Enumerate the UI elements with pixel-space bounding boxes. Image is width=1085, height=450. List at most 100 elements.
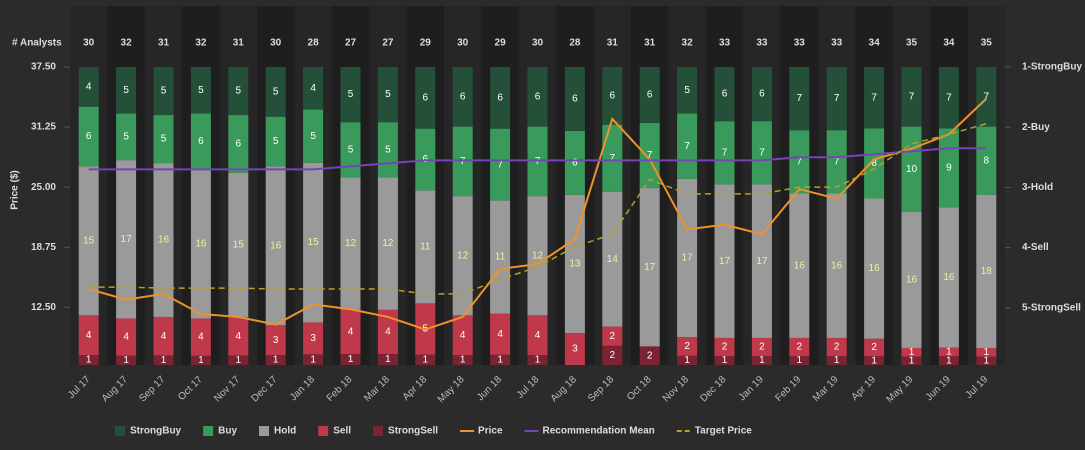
analyst-count: 28 [308, 38, 320, 49]
bar-label: 4 [236, 331, 242, 342]
bar-label: 7 [797, 156, 803, 167]
bar-segment [303, 109, 324, 163]
bar-label: 4 [161, 331, 167, 342]
analyst-count: 31 [158, 38, 170, 49]
bar-segment [303, 67, 324, 110]
bar-label: 7 [759, 147, 765, 158]
bar-label: 16 [195, 239, 207, 250]
bar-segment [116, 67, 137, 114]
bar-label: 16 [158, 235, 170, 246]
bar-label: 5 [273, 86, 279, 97]
bar-label: 9 [946, 162, 952, 173]
analyst-count: 32 [121, 38, 133, 49]
bar-segment [976, 194, 997, 348]
bar-segment [976, 126, 997, 195]
bar-label: 1 [909, 347, 915, 358]
bar-segment [78, 67, 99, 107]
bar-label: 7 [834, 156, 840, 167]
bar-segment [901, 67, 922, 127]
bar-segment [714, 121, 735, 185]
bar-segment [490, 128, 511, 201]
bar-segment [190, 113, 211, 170]
bar-label: 17 [719, 256, 731, 267]
bar-segment [789, 130, 810, 194]
bar-segment [901, 347, 922, 357]
analyst-count: 32 [682, 38, 694, 49]
bar-segment [340, 309, 361, 354]
legend-item: Hold [259, 426, 296, 437]
bar-label: 7 [797, 93, 803, 104]
bar-segment [452, 315, 473, 356]
y-tick-label: 37.50 [31, 62, 56, 73]
bar-label: 7 [834, 93, 840, 104]
bar-segment [714, 337, 735, 356]
analyst-count: 34 [869, 38, 881, 49]
bar-segment [116, 355, 137, 365]
bar-label: 4 [497, 329, 503, 340]
bar-segment [789, 67, 810, 131]
bar-label: 16 [869, 263, 881, 274]
bar-label: 1 [310, 354, 316, 365]
bar-label: 1 [797, 355, 803, 366]
bar-segment [377, 177, 398, 310]
bar-label: 6 [86, 131, 92, 142]
bar-label: 17 [121, 234, 133, 245]
bar-segment [789, 193, 810, 338]
bar-segment [116, 318, 137, 356]
bar-segment [340, 353, 361, 365]
bar-label: 6 [572, 94, 578, 105]
bar-segment [864, 67, 885, 129]
analyst-count: 31 [233, 38, 245, 49]
bar-label: 1 [460, 355, 466, 366]
y-tick-label: 18.75 [31, 242, 56, 253]
bar-label: 15 [83, 235, 95, 246]
bar-label: 1 [273, 355, 279, 366]
bar-label: 7 [610, 153, 616, 164]
bar-segment [190, 318, 211, 356]
legend-item: Buy [203, 426, 237, 437]
bar-segment [976, 347, 997, 357]
analyst-count: 29 [420, 38, 432, 49]
legend-swatch [203, 426, 214, 436]
bar-label: 2 [871, 342, 877, 353]
bar-label: 2 [834, 342, 840, 353]
bar-label: 7 [497, 159, 503, 170]
bar-label: 3 [310, 333, 316, 344]
bar-label: 1 [984, 355, 990, 366]
bar-segment [415, 190, 436, 304]
bar-label: 6 [647, 90, 653, 101]
bar-segment [677, 113, 698, 179]
bar-segment [639, 346, 660, 365]
bar-label: 5 [273, 136, 279, 147]
bar-label: 15 [233, 239, 245, 250]
analyst-count: 31 [607, 38, 619, 49]
bar-label: 2 [797, 342, 803, 353]
bar-label: 4 [460, 330, 466, 341]
bar-label: 1 [535, 355, 541, 366]
y2-tick-label: 5-StrongSell [1022, 302, 1081, 313]
legend-item: Sell [318, 426, 351, 437]
bar-segment [864, 338, 885, 357]
bar-label: 15 [308, 237, 320, 248]
legend-label: Target Price [695, 426, 752, 437]
bar-label: 1 [198, 355, 204, 366]
bar-label: 2 [610, 331, 616, 342]
bar-label: 11 [420, 241, 431, 252]
bar-label: 4 [348, 327, 354, 338]
bar-label: 6 [460, 91, 466, 102]
bar-label: 6 [198, 136, 204, 147]
legend-swatch [259, 426, 270, 436]
bar-segment [976, 67, 997, 127]
bar-segment [490, 67, 511, 129]
analyst-count: 30 [83, 38, 95, 49]
bar-label: 5 [348, 89, 354, 100]
bar-segment [714, 355, 735, 365]
bar-label: 7 [684, 141, 690, 152]
legend-item: Target Price [676, 426, 752, 437]
legend-label: Hold [274, 426, 296, 437]
bar-segment [938, 347, 959, 357]
bar-label: 7 [984, 91, 990, 102]
bar-label: 6 [236, 139, 242, 150]
bar-segment [864, 356, 885, 365]
bar-segment [228, 172, 249, 317]
